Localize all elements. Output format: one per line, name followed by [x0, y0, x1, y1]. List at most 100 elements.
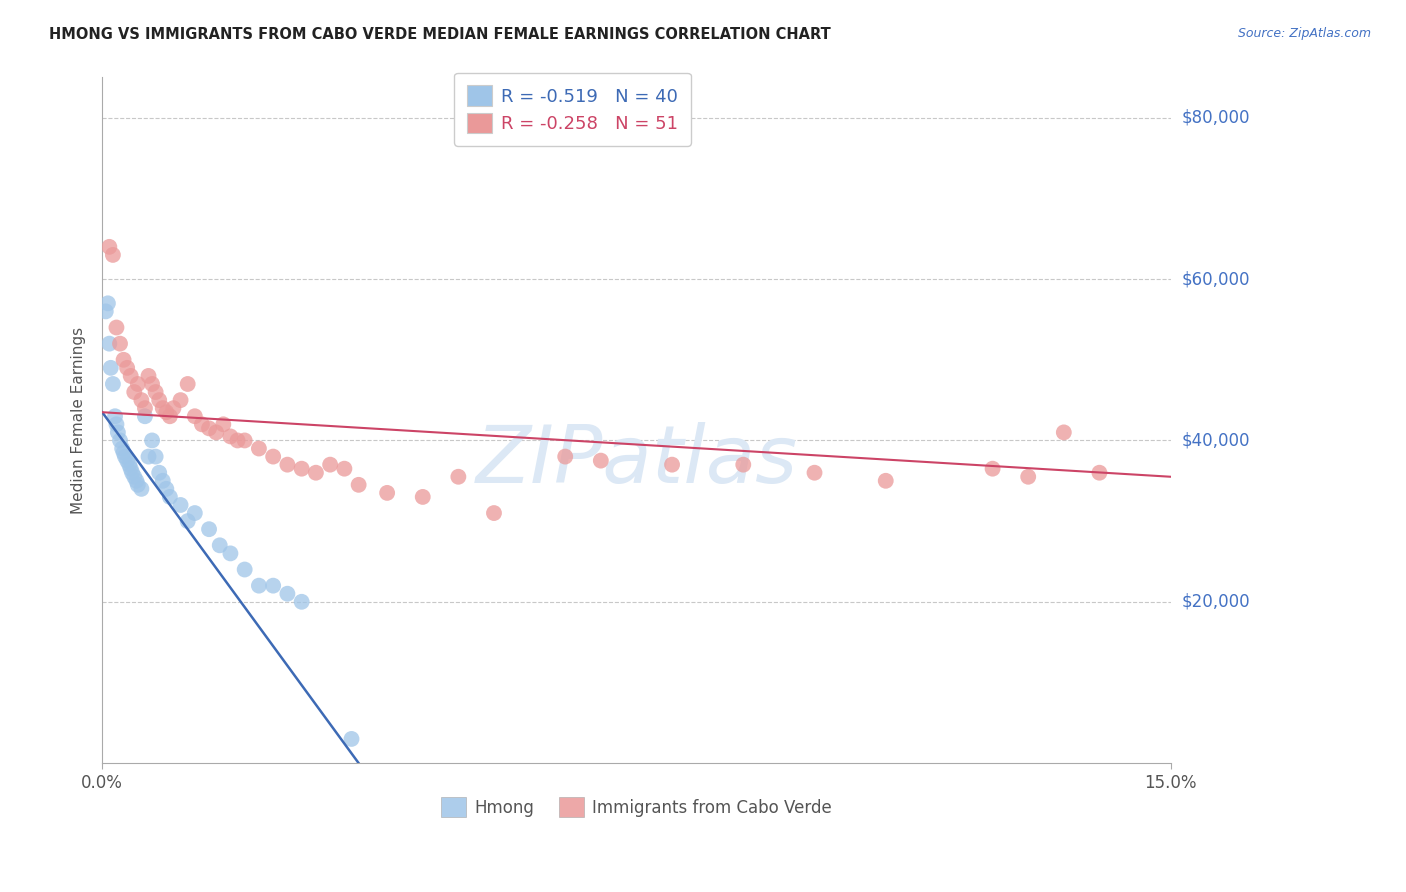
Point: [94, 304, 117, 318]
Point: [125, 474, 148, 488]
Point: [98, 240, 121, 254]
Point: [226, 434, 249, 448]
Point: [131, 482, 153, 496]
Point: [184, 409, 207, 424]
Point: [105, 417, 128, 432]
Point: [120, 461, 142, 475]
Point: [733, 458, 755, 472]
Point: [176, 514, 198, 528]
Point: [1017, 469, 1039, 483]
Point: [1053, 425, 1076, 440]
Point: [233, 434, 256, 448]
Point: [111, 442, 134, 456]
Point: [319, 458, 342, 472]
Point: [176, 376, 198, 391]
Point: [115, 453, 138, 467]
Point: [205, 425, 228, 440]
Point: [101, 248, 124, 262]
Point: [155, 482, 177, 496]
Point: [198, 522, 221, 536]
Point: [333, 461, 356, 475]
Point: [145, 385, 167, 400]
Point: [162, 401, 184, 416]
Point: [134, 401, 156, 416]
Point: [138, 368, 160, 383]
Point: [198, 421, 221, 435]
Point: [152, 474, 174, 488]
Point: [141, 434, 163, 448]
Point: [184, 506, 207, 520]
Point: [305, 466, 328, 480]
Text: HMONG VS IMMIGRANTS FROM CABO VERDE MEDIAN FEMALE EARNINGS CORRELATION CHART: HMONG VS IMMIGRANTS FROM CABO VERDE MEDI…: [49, 27, 831, 42]
Point: [100, 360, 122, 375]
Point: [276, 458, 298, 472]
Point: [262, 450, 284, 464]
Point: [375, 486, 398, 500]
Text: Source: ZipAtlas.com: Source: ZipAtlas.com: [1237, 27, 1371, 40]
Point: [247, 579, 270, 593]
Point: [482, 506, 505, 520]
Point: [127, 478, 149, 492]
Point: [108, 336, 131, 351]
Point: [118, 458, 141, 472]
Point: [412, 490, 434, 504]
Point: [554, 450, 576, 464]
Point: [589, 453, 612, 467]
Point: [981, 461, 1004, 475]
Point: [155, 405, 177, 419]
Point: [134, 409, 156, 424]
Point: [114, 450, 136, 464]
Point: [97, 296, 120, 310]
Point: [105, 320, 128, 334]
Point: [152, 401, 174, 416]
Point: [219, 546, 242, 560]
Point: [122, 385, 145, 400]
Point: [219, 429, 242, 443]
Point: [108, 434, 131, 448]
Text: $40,000: $40,000: [1182, 432, 1250, 450]
Y-axis label: Median Female Earnings: Median Female Earnings: [72, 326, 86, 514]
Point: [262, 579, 284, 593]
Point: [276, 587, 298, 601]
Point: [159, 490, 181, 504]
Point: [212, 417, 235, 432]
Point: [141, 376, 163, 391]
Point: [291, 595, 314, 609]
Point: [1088, 466, 1111, 480]
Point: [112, 352, 135, 367]
Point: [131, 393, 153, 408]
Point: [169, 498, 191, 512]
Point: [340, 731, 363, 746]
Point: [145, 450, 167, 464]
Point: [875, 474, 897, 488]
Point: [112, 445, 135, 459]
Point: [148, 393, 170, 408]
Point: [208, 538, 231, 552]
Point: [291, 461, 314, 475]
Text: ZIPatlas: ZIPatlas: [475, 423, 797, 500]
Legend: Hmong, Immigrants from Cabo Verde: Hmong, Immigrants from Cabo Verde: [434, 791, 839, 823]
Point: [98, 336, 121, 351]
Text: $20,000: $20,000: [1182, 593, 1250, 611]
Point: [347, 478, 370, 492]
Text: $80,000: $80,000: [1182, 109, 1250, 127]
Point: [120, 368, 142, 383]
Point: [101, 376, 124, 391]
Point: [121, 466, 143, 480]
Point: [661, 458, 683, 472]
Point: [115, 360, 138, 375]
Point: [159, 409, 181, 424]
Point: [104, 409, 127, 424]
Text: $60,000: $60,000: [1182, 270, 1250, 288]
Point: [169, 393, 191, 408]
Point: [122, 469, 145, 483]
Point: [138, 450, 160, 464]
Point: [247, 442, 270, 456]
Point: [148, 466, 170, 480]
Point: [447, 469, 470, 483]
Point: [127, 376, 149, 391]
Point: [107, 425, 129, 440]
Point: [803, 466, 825, 480]
Point: [191, 417, 214, 432]
Point: [233, 562, 256, 576]
